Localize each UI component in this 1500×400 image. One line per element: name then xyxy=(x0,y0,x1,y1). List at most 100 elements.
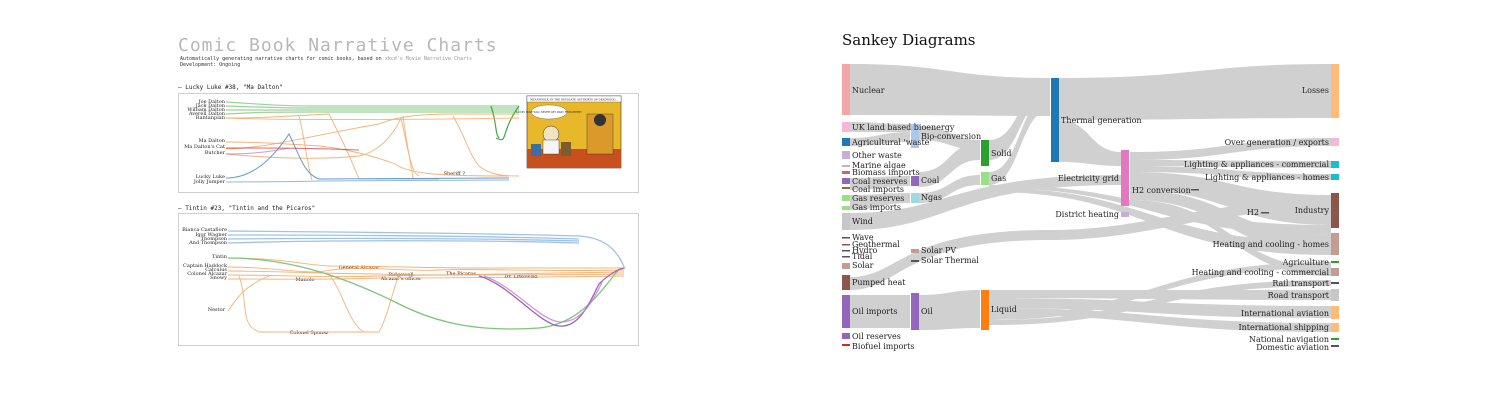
node-h2[interactable] xyxy=(1261,212,1269,214)
label-solar: Solar xyxy=(852,261,874,270)
node-hydro[interactable] xyxy=(842,250,850,252)
label-oil: Oil xyxy=(921,307,933,316)
node-wind[interactable] xyxy=(842,213,850,230)
tintin-heading: – Tintin #23, "Tintin and the Picaros" xyxy=(178,205,316,212)
label-road: Road transport xyxy=(1268,291,1330,300)
link-thermal-losses xyxy=(1059,64,1331,120)
tintin-chart: Bianca Castafiore Igor Wagner Thompson A… xyxy=(178,213,639,346)
node-solar[interactable] xyxy=(842,263,850,269)
panel-bubble: LUCKY LUKE WILL NEVER GET AWAY FROM HERE… xyxy=(516,111,581,114)
label-intl-ship: International shipping xyxy=(1238,323,1329,332)
node-h2conv[interactable] xyxy=(1191,189,1199,191)
panel-caption: MEANWHILE, IN THE DESOLATE OUTSKIRTS OF … xyxy=(530,98,618,102)
node-gas[interactable] xyxy=(981,172,989,185)
node-liquid[interactable] xyxy=(981,290,989,330)
node-oil-imp[interactable] xyxy=(842,295,850,328)
node-coal-imp[interactable] xyxy=(842,187,850,189)
node-marine[interactable] xyxy=(842,165,850,167)
node-biofuel[interactable] xyxy=(842,344,850,346)
label-marine: Marine algae xyxy=(852,161,906,170)
label-oil-res: Oil reserves xyxy=(852,332,901,341)
node-bio-imports[interactable] xyxy=(842,171,850,174)
label-agriculture: Agriculture xyxy=(1282,258,1330,267)
label-wind: Wind xyxy=(852,217,873,226)
node-oil[interactable] xyxy=(911,293,919,330)
orange-lines xyxy=(227,257,625,333)
node-gas-res[interactable] xyxy=(842,195,850,201)
link-liquid-agri xyxy=(989,262,1331,320)
char-label: Jolly Jumper xyxy=(193,179,226,185)
label-uk-land: UK land based bioenergy xyxy=(852,123,955,132)
comic-narrative-panel: Comic Book Narrative Charts Automaticall… xyxy=(178,35,639,346)
comic-subtitle: Automatically generating narrative chart… xyxy=(180,56,472,68)
label-dom-av: Domestic aviation xyxy=(1256,343,1329,352)
xkcd-link[interactable]: xkcd xyxy=(384,56,397,62)
link-agri-bio xyxy=(850,132,910,146)
node-light-home[interactable] xyxy=(1331,174,1339,180)
label-h2: H2 xyxy=(1247,208,1259,217)
node-agriculture[interactable] xyxy=(1331,261,1339,263)
label-oil-imp: Oil imports xyxy=(852,307,897,316)
node-bio-conv[interactable] xyxy=(911,124,919,148)
label-solar-th: Solar Thermal xyxy=(921,256,979,265)
node-over-gen[interactable] xyxy=(1331,138,1339,146)
node-uk-land[interactable] xyxy=(842,122,850,132)
node-grid[interactable] xyxy=(1121,150,1129,206)
label-grid: Electricity grid xyxy=(1058,174,1119,183)
blue-red-lines xyxy=(225,133,510,183)
node-oil-res[interactable] xyxy=(842,333,850,339)
node-tidal[interactable] xyxy=(842,256,850,258)
link-liquid-intlav xyxy=(989,298,1331,318)
label-light-com: Lighting & appliances - commercial xyxy=(1184,160,1329,169)
node-nuclear[interactable] xyxy=(842,64,850,115)
link-gas-thermal xyxy=(989,96,1050,185)
label-liquid: Liquid xyxy=(991,305,1017,314)
node-district[interactable] xyxy=(1121,212,1129,217)
node-losses[interactable] xyxy=(1331,64,1339,118)
node-coal-res[interactable] xyxy=(842,178,850,184)
link-ukland-bio xyxy=(850,122,910,132)
link-grid-lighthome xyxy=(1130,166,1331,180)
sankey-links xyxy=(850,64,1331,332)
label-nuclear: Nuclear xyxy=(852,86,885,95)
node-light-com[interactable] xyxy=(1331,161,1339,168)
node-rail[interactable] xyxy=(1331,282,1339,284)
char-label: Colonel Sponsz xyxy=(290,330,329,336)
node-ngas[interactable] xyxy=(911,193,919,203)
node-nat-nav[interactable] xyxy=(1331,338,1339,340)
node-other-waste[interactable] xyxy=(842,151,850,159)
char-label: Lucky Luke xyxy=(196,174,225,180)
link-liquid-rail xyxy=(989,280,1331,325)
node-gas-imp[interactable] xyxy=(842,206,850,210)
node-thermal[interactable] xyxy=(1051,78,1059,162)
label-thermal: Thermal generation xyxy=(1061,116,1142,125)
label-over-gen: Over generation / exports xyxy=(1225,138,1329,147)
node-road[interactable] xyxy=(1331,289,1339,301)
char-label: Snowy xyxy=(210,275,227,281)
node-geo[interactable] xyxy=(842,244,850,246)
node-agri[interactable] xyxy=(842,138,850,146)
node-industry[interactable] xyxy=(1331,193,1339,228)
label-heat-home: Heating and cooling - homes xyxy=(1213,240,1329,249)
node-solar-th[interactable] xyxy=(911,260,919,262)
node-coal[interactable] xyxy=(911,176,919,186)
node-intl-ship[interactable] xyxy=(1331,323,1339,332)
lucky-luke-chart: Joe Dalton Jack Dalton William Dalton Av… xyxy=(178,93,639,193)
char-label: Tintin xyxy=(212,254,228,260)
sankey-title: Sankey Diagrams xyxy=(842,31,976,49)
char-label: And Thompson xyxy=(188,240,228,246)
label-coal-res: Coal reserves xyxy=(852,177,907,186)
node-heat-com[interactable] xyxy=(1331,268,1339,276)
node-dom-av[interactable] xyxy=(1331,345,1339,347)
node-solid[interactable] xyxy=(981,140,989,166)
node-intl-av[interactable] xyxy=(1331,306,1339,319)
label-gas-res: Gas reserves xyxy=(852,194,904,203)
node-heat-home[interactable] xyxy=(1331,233,1339,255)
char-label: Nestor xyxy=(208,307,226,313)
node-wave[interactable] xyxy=(842,237,850,239)
label-other-waste: Other waste xyxy=(852,151,902,160)
node-solar-pv[interactable] xyxy=(911,249,919,253)
node-pumped[interactable] xyxy=(842,275,850,290)
char-label: Calculus xyxy=(205,267,227,273)
char-label: Joe Dalton xyxy=(198,99,226,105)
